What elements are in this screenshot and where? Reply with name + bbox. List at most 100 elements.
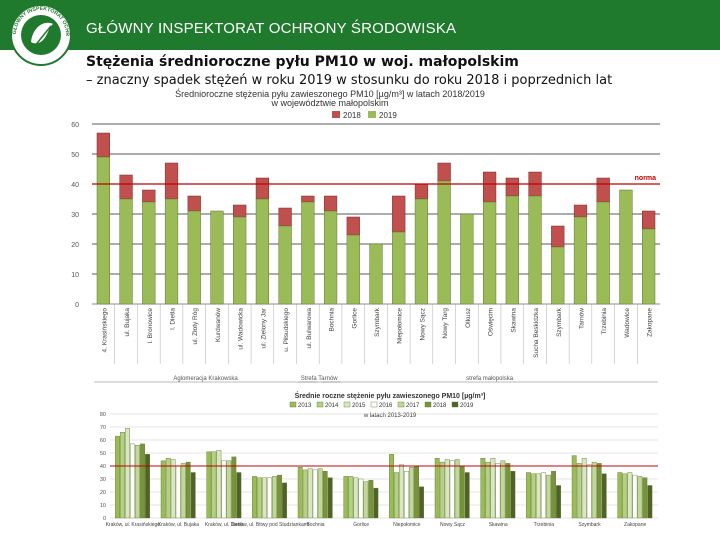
bar-2017 bbox=[500, 460, 506, 519]
bar-2019 bbox=[647, 485, 653, 519]
y-tick-label: 10 bbox=[100, 503, 106, 509]
bar-2018 bbox=[368, 480, 374, 519]
bar-2019 bbox=[460, 213, 474, 305]
legend-label: 2018 bbox=[433, 403, 447, 409]
header-bar bbox=[0, 0, 720, 50]
slide-title: Stężenia średnioroczne pyłu PM10 w woj. … bbox=[86, 54, 519, 70]
bar-2019 bbox=[596, 201, 610, 305]
legend-label: 2015 bbox=[352, 403, 366, 409]
bar-2017 bbox=[135, 445, 140, 519]
chart-title: Średnie roczne stężenie pyłu zawieszoneg… bbox=[295, 391, 486, 400]
x-tick-label: 4. Krasińskiego bbox=[101, 308, 108, 353]
bar-2018 bbox=[596, 463, 602, 519]
legend-swatch-2019 bbox=[368, 111, 376, 118]
bar-2018 bbox=[231, 456, 237, 519]
bar-2015 bbox=[581, 457, 587, 519]
x-tick-label: ul. Złoty Róg bbox=[192, 308, 199, 345]
x-tick-label: ul. Wadowicka bbox=[238, 308, 245, 350]
bar-2019 bbox=[323, 210, 338, 305]
bar-2014 bbox=[348, 476, 354, 519]
bar-2016 bbox=[221, 460, 227, 519]
bar-2019 bbox=[119, 198, 133, 305]
bar-2016 bbox=[586, 464, 592, 519]
bar-2019 bbox=[190, 472, 196, 519]
bar-2016 bbox=[267, 477, 272, 519]
x-tick-label: Wadowice bbox=[624, 308, 631, 338]
bar-2015 bbox=[353, 477, 359, 519]
bar-2014 bbox=[120, 432, 125, 519]
bar-2019 bbox=[327, 477, 333, 519]
bar-2016 bbox=[130, 443, 135, 519]
x-tick-label: Oświęcim bbox=[488, 308, 495, 336]
y-tick-label: 30 bbox=[100, 477, 106, 483]
gios-logo-icon: GŁÓWNY INSPEKTORAT OCHRONY ŚRODOWISKA bbox=[4, 2, 72, 66]
x-tick-label: Gorlice bbox=[351, 308, 358, 329]
y-tick-label: 20 bbox=[100, 490, 106, 496]
bar-2019 bbox=[392, 231, 406, 305]
slide-subtitle: – znaczny spadek stężeń w roku 2019 w st… bbox=[86, 73, 613, 88]
bar-2018 bbox=[278, 207, 292, 227]
bar-2018 bbox=[119, 174, 133, 200]
x-tick-label: l. Bronowice bbox=[147, 308, 154, 344]
bar-2018 bbox=[392, 195, 406, 233]
bar-2013 bbox=[480, 457, 486, 519]
y-tick-label: 50 bbox=[100, 451, 106, 457]
bar-2019 bbox=[642, 228, 656, 305]
legend-label: 2017 bbox=[406, 403, 420, 409]
x-tick-label: Szymbark bbox=[374, 307, 381, 337]
legend-swatch bbox=[343, 401, 351, 408]
legend-label: 2016 bbox=[379, 403, 393, 409]
legend-label-2019: 2019 bbox=[379, 111, 397, 120]
bar-2019 bbox=[573, 216, 588, 305]
bar-2015 bbox=[170, 459, 176, 519]
y-tick-label: 60 bbox=[100, 438, 106, 444]
x-tick-label: Nowy Sącz bbox=[419, 308, 426, 341]
bar-2014 bbox=[439, 461, 445, 519]
y-tick-label: 0 bbox=[75, 302, 79, 309]
bar-2019 bbox=[210, 210, 224, 305]
bar-2019 bbox=[142, 201, 156, 305]
bar-2019 bbox=[145, 454, 150, 519]
bar-2019 bbox=[556, 485, 561, 519]
bar-2019 bbox=[233, 216, 247, 305]
bar-2019 bbox=[255, 198, 270, 305]
bar-2018 bbox=[596, 177, 610, 203]
bar-2014 bbox=[302, 469, 308, 519]
bar-2019 bbox=[369, 243, 383, 305]
bar-2014 bbox=[165, 457, 171, 519]
y-tick-label: 10 bbox=[71, 272, 79, 279]
bar-2019 bbox=[505, 195, 519, 305]
legend-label-2018: 2018 bbox=[343, 111, 361, 120]
bar-2016 bbox=[404, 470, 409, 519]
legend-swatch bbox=[370, 401, 378, 408]
bar-2019 bbox=[528, 195, 542, 305]
legend-swatch bbox=[424, 401, 432, 408]
bar-2018 bbox=[459, 465, 465, 519]
bar-2019 bbox=[510, 470, 516, 519]
x-tick-label: Tarnów, ul. Bitwy pod Studziankami bbox=[231, 522, 309, 528]
bar-2018 bbox=[185, 461, 191, 519]
x-tick-label: Nowy Targ bbox=[442, 308, 449, 339]
y-tick-label: 40 bbox=[100, 464, 106, 470]
bar-2017 bbox=[363, 481, 369, 519]
bar-2019 bbox=[96, 156, 110, 305]
bar-2019 bbox=[301, 201, 315, 305]
bar-2019 bbox=[346, 234, 360, 305]
bar-2016 bbox=[358, 478, 364, 519]
x-tick-label: Skawina bbox=[510, 308, 517, 333]
bar-2014 bbox=[257, 477, 262, 519]
bar-2014 bbox=[531, 473, 536, 519]
legend-label: 2019 bbox=[460, 403, 474, 409]
bar-2018 bbox=[142, 189, 156, 203]
y-tick-label: 70 bbox=[100, 425, 106, 431]
bar-2018 bbox=[301, 195, 315, 203]
y-tick-label: 60 bbox=[71, 122, 79, 129]
y-tick-label: 0 bbox=[103, 516, 106, 522]
bar-2018 bbox=[96, 132, 110, 158]
bar-2016 bbox=[632, 474, 638, 519]
bar-2019 bbox=[464, 472, 470, 519]
bar-2019 bbox=[164, 198, 179, 305]
x-tick-label: Zakopane bbox=[624, 522, 646, 528]
bar-2015 bbox=[627, 472, 633, 519]
x-tick-label: Sucha Beskidzka bbox=[533, 308, 540, 358]
